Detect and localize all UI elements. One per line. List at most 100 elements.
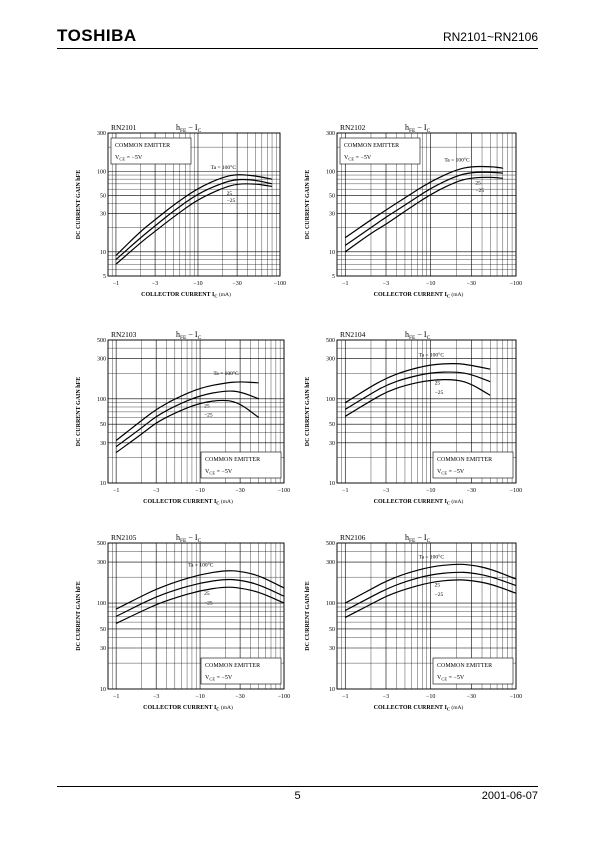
x-axis-label: COLLECTOR CURRENT IC (mA) — [374, 704, 464, 712]
hfe-chart-rn2106: 10 30 50 100 300 500 −1 −3 −10 −30 −100 RN2106 hFE −… — [305, 533, 522, 712]
condition-line-1: COMMON EMITTER — [437, 457, 492, 463]
x-tick-label: −1 — [342, 281, 348, 287]
y-axis-label: DC CURRENT GAIN hFE — [76, 377, 82, 446]
y-axis-label: DC CURRENT GAIN hFE — [305, 377, 311, 446]
brand-logo: TOSHIBA — [57, 26, 137, 45]
series-line-1 — [344, 171, 503, 246]
x-tick-label: −1 — [342, 488, 348, 494]
series-line-2 — [344, 379, 491, 417]
series-line-0 — [344, 563, 517, 604]
y-tick-label: 50 — [329, 194, 335, 200]
series-label: 25 — [227, 191, 233, 197]
condition-line-2: VCE = −5V — [115, 155, 143, 162]
chart-title: hFE − IC — [405, 533, 431, 544]
series-line-2 — [115, 183, 273, 265]
hfe-chart-rn2103: 10 30 50 100 300 500 −1 −3 −10 −30 −100 RN2103 hFE −… — [76, 330, 290, 506]
series-label: Ta = 100°C — [211, 164, 237, 171]
series-label: 25 — [204, 591, 210, 597]
series-label: Ta = 100°C — [419, 352, 445, 359]
series-labels: Ta = 100°C25−25 — [188, 561, 214, 606]
y-axis-label: DC CURRENT GAIN hFE — [305, 581, 311, 650]
y-tick-label: 100 — [326, 397, 335, 403]
x-tick-label: −10 — [193, 281, 202, 287]
x-tick-label: −100 — [510, 488, 522, 494]
series-line-1 — [115, 178, 273, 261]
part-label: RN2104 — [340, 330, 366, 339]
hfe-chart-rn2102: 5 10 30 50 100 300 −1 −3 −10 −30 −100 RN2102 hFE − I… — [305, 123, 522, 299]
series-line-0 — [115, 174, 273, 256]
y-tick-label: 500 — [97, 541, 106, 547]
condition-box — [200, 451, 282, 479]
x-tick-label: −10 — [426, 281, 435, 287]
series-label: Ta = 100°C — [444, 157, 470, 164]
y-tick-label: 500 — [326, 541, 335, 547]
part-range: RN2101~RN2106 — [442, 30, 538, 44]
x-tick-label: −30 — [467, 281, 476, 287]
y-tick-label: 5 — [103, 274, 106, 280]
y-tick-label: 30 — [329, 211, 335, 217]
hfe-chart-rn2104: 10 30 50 100 300 500 −1 −3 −10 −30 −100 RN2104 hFE −… — [305, 330, 522, 506]
y-tick-label: 30 — [100, 441, 106, 447]
x-tick-label: −1 — [113, 281, 119, 287]
x-tick-label: −1 — [113, 694, 119, 700]
x-tick-label: −3 — [152, 281, 158, 287]
x-tick-label: −10 — [195, 488, 204, 494]
series-label: −25 — [227, 198, 236, 204]
y-tick-label: 50 — [100, 194, 106, 200]
x-tick-label: −30 — [467, 694, 476, 700]
y-tick-label: 30 — [329, 646, 335, 652]
condition-line-2: VCE = −5V — [205, 675, 233, 682]
condition-box — [432, 451, 514, 479]
chart-title: hFE − IC — [405, 330, 431, 341]
series-line-0 — [115, 570, 285, 610]
x-tick-label: −10 — [426, 488, 435, 494]
x-tick-label: −100 — [510, 281, 522, 287]
part-label: RN2106 — [340, 533, 366, 542]
y-tick-label: 300 — [326, 560, 335, 566]
x-axis-label: COLLECTOR CURRENT IC (mA) — [143, 498, 233, 506]
x-tick-label: −100 — [274, 281, 286, 287]
y-tick-label: 30 — [329, 441, 335, 447]
series-label: 25 — [435, 381, 441, 387]
y-tick-label: 50 — [329, 422, 335, 428]
series-label: −25 — [435, 390, 444, 396]
chart-title: hFE − IC — [405, 123, 431, 134]
series-label: 25 — [204, 403, 210, 409]
x-tick-label: −3 — [383, 281, 389, 287]
series-labels: Ta = 100°C 25−25 — [211, 164, 237, 204]
series-label: −25 — [204, 601, 213, 607]
y-tick-label: 30 — [100, 211, 106, 217]
part-label: RN2103 — [111, 330, 137, 339]
footer-date: 2001-06-07 — [481, 790, 538, 802]
x-tick-label: −100 — [510, 694, 522, 700]
y-tick-label: 50 — [329, 627, 335, 633]
y-tick-label: 100 — [97, 397, 106, 403]
condition-box — [200, 657, 282, 685]
y-tick-label: 10 — [329, 687, 335, 693]
y-tick-label: 10 — [329, 481, 335, 487]
series-label: −25 — [204, 413, 213, 419]
page-number: 5 — [294, 790, 301, 802]
x-axis-label: COLLECTOR CURRENT IC (mA) — [141, 291, 231, 299]
y-tick-label: 10 — [100, 250, 106, 256]
y-tick-label: 50 — [100, 422, 106, 428]
y-tick-label: 100 — [326, 601, 335, 607]
series-label: Ta = 100°C — [213, 370, 239, 377]
condition-line-1: COMMON EMITTER — [437, 663, 492, 669]
series-labels: Ta = 100°C 25 −25 — [204, 370, 239, 419]
x-tick-label: −30 — [232, 281, 241, 287]
condition-line-1: COMMON EMITTER — [205, 457, 260, 463]
y-tick-label: 500 — [97, 338, 106, 344]
condition-line-1: COMMON EMITTER — [115, 143, 170, 149]
y-tick-label: 100 — [97, 169, 106, 175]
plot-frame — [107, 339, 285, 484]
series-line-2 — [344, 176, 504, 253]
x-tick-label: −3 — [153, 694, 159, 700]
plot-frame — [336, 542, 517, 690]
plot-frame — [336, 339, 517, 484]
y-tick-label: 100 — [326, 169, 335, 175]
series-labels: Ta = 100°C25−25 — [444, 157, 484, 194]
condition-line-1: COMMON EMITTER — [205, 663, 260, 669]
x-tick-label: −100 — [278, 488, 290, 494]
series-label: −25 — [475, 188, 484, 194]
